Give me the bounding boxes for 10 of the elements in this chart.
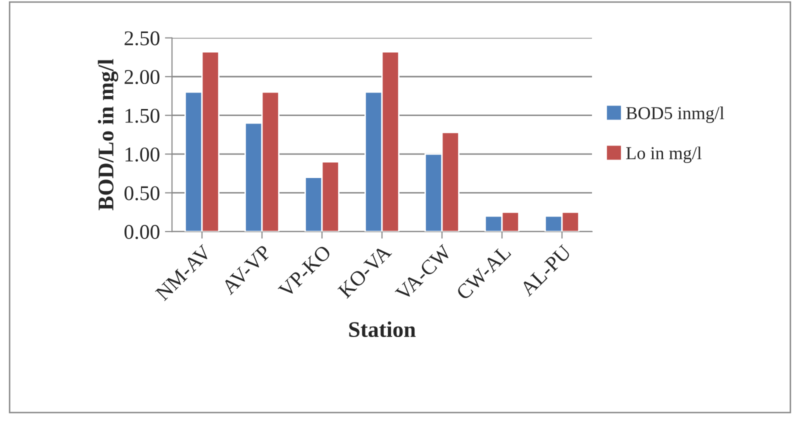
legend-label: BOD5 inmg/l [626,106,724,123]
x-axis-title: Station [349,321,416,338]
y-tick-label: 0.00 [124,224,160,240]
legend-label: Lo in mg/l [626,146,702,163]
y-tick-label: 2.00 [124,70,160,84]
y-tick-label: 2.50 [124,31,160,46]
y-tick-label: 1.00 [126,147,160,162]
y-tick-label: 1.50 [126,108,160,123]
y-tick-label: 0.50 [124,186,160,200]
y-axis-title: BOD/Lo in mg/l [98,59,118,210]
